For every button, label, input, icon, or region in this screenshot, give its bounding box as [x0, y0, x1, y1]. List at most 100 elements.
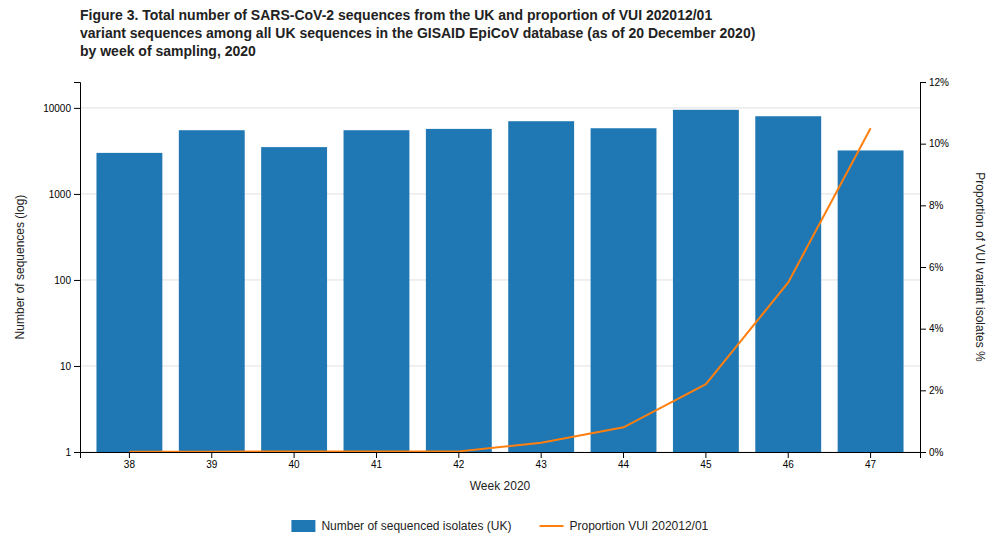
x-tick-label: 47	[865, 459, 877, 470]
y-tick: 1	[65, 447, 80, 458]
x-tick-label: 46	[783, 459, 795, 470]
y-tick: 100	[54, 275, 80, 286]
y2-tick-label: 4%	[929, 323, 944, 334]
bar	[426, 129, 492, 452]
grid	[80, 108, 920, 452]
y-tick-label: 10000	[43, 103, 71, 114]
y2-tick-mark	[920, 329, 926, 330]
legend-label: Number of sequenced isolates (UK)	[321, 519, 511, 533]
bar	[838, 150, 904, 452]
y2-tick: 6%	[920, 262, 944, 273]
y2-axis: 0% 2% 4% 6% 8% 10% 12%	[920, 77, 949, 458]
legend-label: Proportion VUI 202012/01	[570, 519, 709, 533]
bar	[508, 121, 574, 452]
y2-tick: 2%	[920, 385, 944, 396]
x-tick: 39	[206, 452, 218, 470]
y-tick-mark	[74, 366, 80, 367]
x-tick-mark	[870, 452, 871, 458]
x-tick-mark	[129, 452, 130, 458]
x-tick-label: 38	[124, 459, 136, 470]
x-tick-mark	[788, 452, 789, 458]
y2-tick-label: 0%	[929, 447, 944, 458]
title-group: Figure 3. Total number of SARS-CoV-2 seq…	[80, 7, 755, 59]
x-tick-label: 43	[536, 459, 548, 470]
y2-tick-label: 2%	[929, 385, 944, 396]
x-tick-label: 41	[371, 459, 383, 470]
marks	[96, 110, 903, 452]
y2-axis-title: Proportion of VUI variant isolates %	[973, 172, 987, 362]
title: Figure 3. Total number of SARS-CoV-2 seq…	[80, 7, 712, 23]
y-tick-label: 100	[54, 275, 71, 286]
x-tick-mark	[458, 452, 459, 458]
x-tick: 47	[865, 452, 877, 470]
x-axis: 38 39 40 41 42 43 44 45 46 47	[81, 452, 921, 470]
x-tick: 41	[371, 452, 383, 470]
x-axis-title: Week 2020	[470, 479, 531, 493]
x-tick: 45	[700, 452, 712, 470]
y-tick: 10000	[43, 103, 80, 114]
x-tick: 44	[618, 452, 630, 470]
bar	[96, 153, 162, 452]
x-tick-label: 45	[700, 459, 712, 470]
y-tick: 1000	[49, 189, 80, 200]
y-tick-mark	[74, 280, 80, 281]
x-tick-mark	[376, 452, 377, 458]
plot: 38 39 40 41 42 43 44 45 46 47 1 10 100 1000 10000 0% 2% 4…	[43, 77, 949, 470]
bar	[755, 116, 821, 452]
x-tick-label: 42	[453, 459, 465, 470]
axis-domain	[74, 83, 81, 453]
legend-swatch	[540, 525, 564, 527]
y-tick-label: 1	[65, 447, 71, 458]
y2-tick-mark	[920, 390, 926, 391]
y2-tick: 4%	[920, 323, 944, 334]
bar	[261, 147, 327, 452]
y2-tick-mark	[920, 267, 926, 268]
bar	[179, 130, 245, 452]
y-tick: 10	[60, 361, 80, 372]
x-tick-label: 39	[206, 459, 218, 470]
y-tick-label: 1000	[49, 189, 72, 200]
y2-tick-label: 8%	[929, 200, 944, 211]
chart: Figure 3. Total number of SARS-CoV-2 seq…	[0, 0, 1000, 544]
x-tick-mark	[623, 452, 624, 458]
legend-item: Number of sequenced isolates (UK)	[291, 519, 511, 533]
y2-tick-mark	[920, 205, 926, 206]
y-axis: 1 10 100 1000 10000	[43, 83, 80, 458]
x-tick-mark	[705, 452, 706, 458]
y-tick-label: 10	[60, 361, 72, 372]
x-tick: 43	[536, 452, 548, 470]
bar	[591, 128, 657, 452]
y2-tick-mark	[920, 452, 926, 453]
axis-domain	[81, 453, 921, 459]
y2-tick-mark	[920, 144, 926, 145]
y-axis-title: Number of sequences (log)	[13, 195, 27, 340]
title: variant sequences among all UK sequences…	[80, 25, 755, 41]
y-tick-mark	[74, 108, 80, 109]
x-tick-mark	[211, 452, 212, 458]
y-tick-mark	[74, 452, 80, 453]
title: by week of sampling, 2020	[80, 43, 256, 59]
x-tick-mark	[294, 452, 295, 458]
legend: Number of sequenced isolates (UK) Proport…	[291, 519, 708, 533]
y2-tick-label: 6%	[929, 262, 944, 273]
y2-tick: 8%	[920, 200, 944, 211]
legend-swatch	[291, 520, 315, 532]
x-tick-label: 40	[289, 459, 301, 470]
x-tick: 40	[289, 452, 301, 470]
x-tick: 42	[453, 452, 465, 470]
x-tick-label: 44	[618, 459, 630, 470]
grid-line	[80, 107, 920, 108]
y-tick-mark	[74, 194, 80, 195]
x-tick: 38	[124, 452, 136, 470]
legend-item: Proportion VUI 202012/01	[540, 519, 709, 533]
y2-tick: 0%	[920, 447, 944, 458]
bar	[344, 130, 410, 452]
y2-tick-label: 12%	[929, 77, 949, 88]
x-tick-mark	[541, 452, 542, 458]
axis-domain	[921, 83, 927, 453]
y2-tick: 12%	[920, 77, 949, 88]
line	[129, 128, 870, 451]
y2-tick-label: 10%	[929, 138, 949, 149]
y2-tick: 10%	[920, 138, 949, 149]
bar	[673, 110, 739, 452]
